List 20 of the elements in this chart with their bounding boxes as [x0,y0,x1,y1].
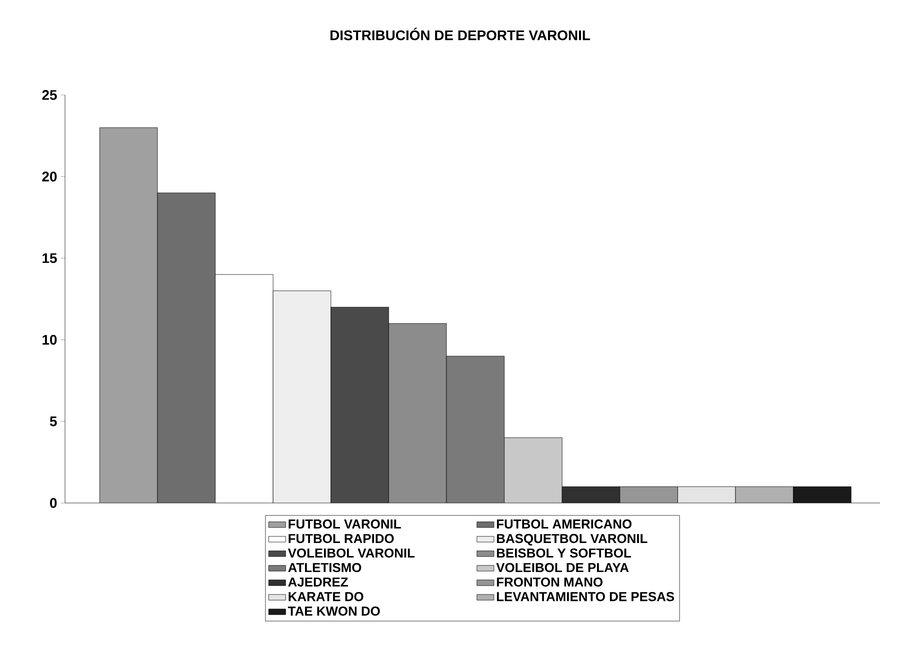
legend-label: LEVANTAMIENTO DE PESAS [496,592,674,602]
chart-title: DISTRIBUCIÓN DE DEPORTE VARONIL [330,28,590,40]
y-tick-label: 0 [50,498,57,508]
legend-label: FRONTON MANO [496,577,603,587]
legend-label: TAE KWON DO [288,606,380,616]
y-tick-label: 15 [42,253,57,264]
legend-label: FUTBOL RAPIDO [288,534,394,544]
y-tick-label: 20 [42,172,57,182]
y-tick-label: 25 [42,90,57,100]
legend-label: ATLETISMO [288,562,362,572]
legend-label: BEISBOL Y SOFTBOL [496,548,631,558]
legend-label: BASQUETBOL VARONIL [496,534,648,546]
y-tick-label: 5 [50,416,57,426]
legend-label: VOLEIBOL DE PLAYA [496,562,629,572]
y-tick-label: 10 [42,334,57,345]
legend-label: AJEDREZ [288,578,348,587]
legend-label: FUTBOL VARONIL [288,519,401,529]
legend-label: FUTBOL AMERICANO [496,519,632,529]
legend-label: VOLEIBOL VARONIL [288,548,415,558]
legend-label: KARATE DO [288,592,364,602]
